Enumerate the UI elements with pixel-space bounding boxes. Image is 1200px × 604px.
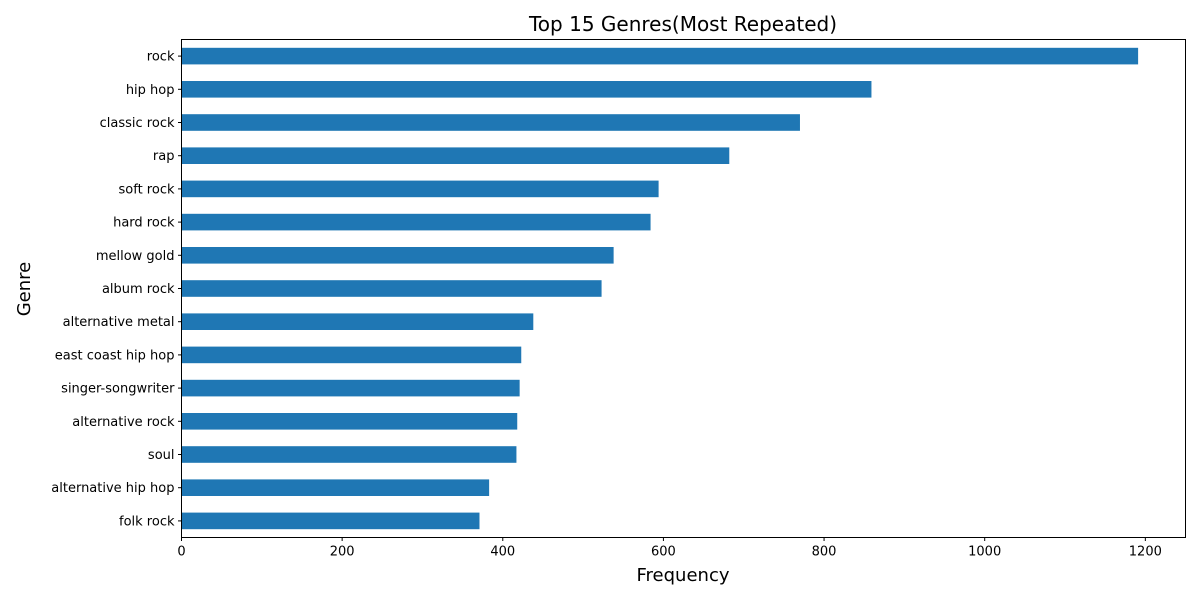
y-tick-label: rock [147,50,175,65]
x-tick-label: 200 [330,545,355,560]
y-tick-label: mellow gold [96,249,175,264]
x-tick-label: 1200 [1129,545,1162,560]
y-tick-label: alternative metal [63,315,175,330]
y-tick-label: alternative rock [72,415,175,430]
bar-classic-rock [181,114,800,131]
x-tick-label: 1000 [968,545,1001,560]
x-tick-label: 400 [490,545,515,560]
y-axis-label: Genre [14,262,35,317]
bar-singer-songwriter [181,379,520,397]
y-tick-label: classic rock [100,116,175,131]
y-tick-label: alternative hip hop [51,481,174,496]
bar-alternative-rock [181,413,518,430]
y-tick-label: soft rock [119,182,175,197]
y-tick-label: folk rock [119,514,175,529]
y-tick-label: album rock [102,282,175,297]
y-tick-label: rap [153,149,175,164]
chart-title: Top 15 Genres(Most Repeated) [528,12,837,36]
bar-soft-rock [181,180,659,198]
bar-east-coast-hip-hop [181,346,522,364]
bar-alternative-hip-hop [181,479,490,496]
x-axis-ticks: 0 200 400 600 800 1000 1200 [177,537,1162,560]
bar-alternative-metal [181,313,534,330]
y-tick-label: hip hop [126,83,175,98]
y-tick-label: singer-songwriter [61,382,175,397]
y-tick-label: soul [148,448,175,463]
bar-hip-hop [181,81,872,98]
bar-folk-rock [181,512,480,530]
x-axis-label: Frequency [637,565,730,586]
bar-rap [181,147,730,164]
plot-frame [181,39,1186,538]
y-tick-label: hard rock [113,216,175,231]
y-axis-ticks: rock hip hop classic rock rap soft rock hard … [51,50,182,529]
bar-mellow-gold [181,247,614,264]
y-tick-label: east coast hip hop [55,348,175,363]
bar-rock [181,47,1139,65]
x-tick-label: 800 [812,545,837,560]
x-tick-label: 0 [177,545,185,560]
bars-layer [181,47,1139,530]
bar-album-rock [181,280,602,297]
bar-soul [181,446,517,463]
x-tick-label: 600 [651,545,676,560]
bar-hard-rock [181,213,651,231]
